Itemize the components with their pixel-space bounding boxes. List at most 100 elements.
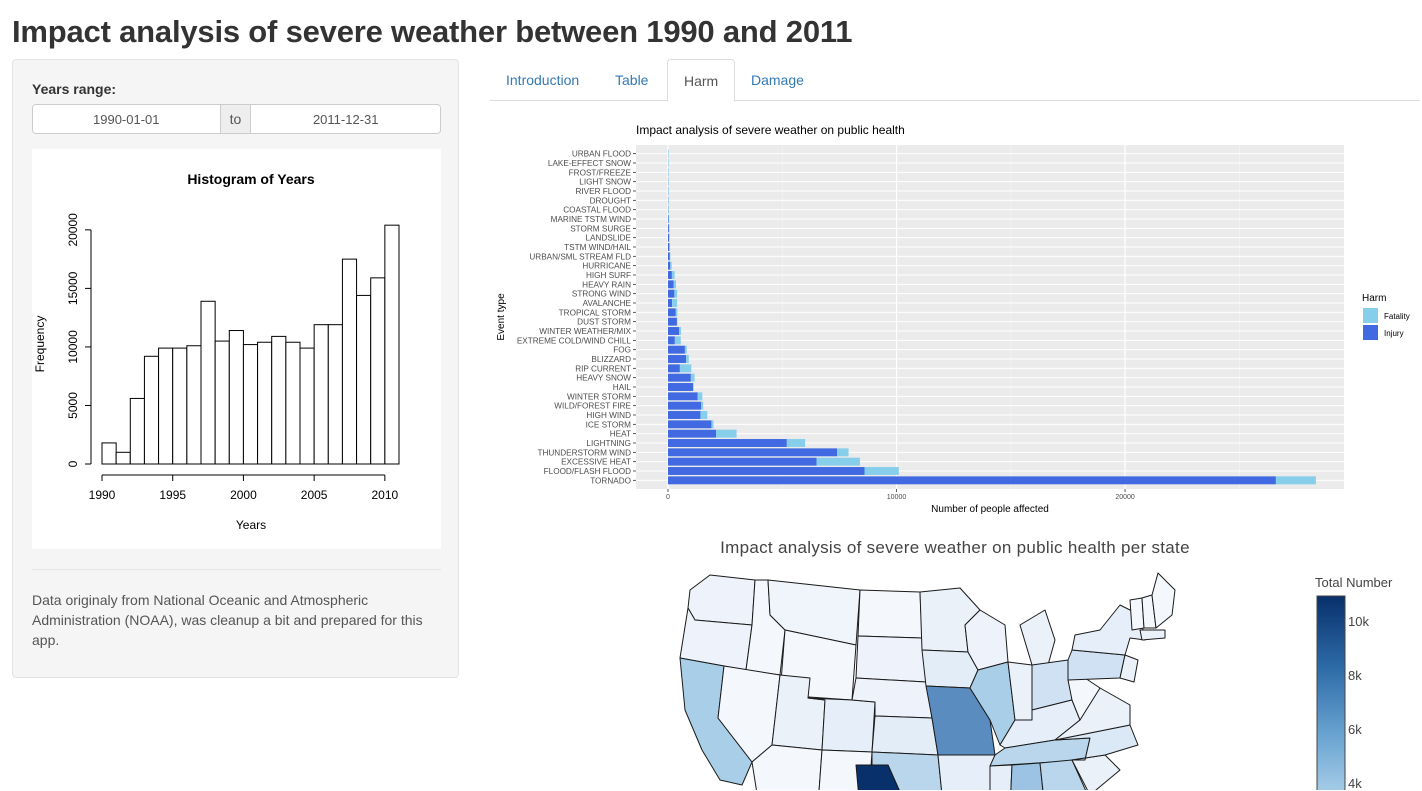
map-state-washington[interactable] [687, 574, 756, 626]
map-state-mississippi[interactable] [989, 764, 1013, 790]
tab-table[interactable]: Table [615, 72, 649, 88]
event-type-label: WINTER STORM [567, 392, 631, 401]
map-state-massachusetts[interactable] [1139, 629, 1166, 641]
map-state-alabama[interactable] [1010, 762, 1045, 790]
bar-injury-avalanche [668, 299, 673, 307]
event-type-label: FOG [613, 346, 631, 355]
histogram-bar-2004 [299, 347, 315, 465]
bar-fatality-extreme-cold-wind-chill [674, 336, 681, 345]
event-type-label: URBAN FLOOD [572, 150, 631, 159]
histogram-bar-1998 [214, 340, 230, 465]
bar-injury-winter-weather-mix [668, 327, 680, 335]
map-state-new-jersey[interactable] [1119, 654, 1139, 683]
map-state-michigan[interactable] [1019, 609, 1056, 666]
bar-fatality-winter-weather-mix [679, 327, 682, 335]
histogram-y-axis: 0 5000 10000 15000 20000 [66, 213, 92, 467]
bar-injury-high-wind [668, 411, 701, 419]
event-type-label: LAKE-EFFECT SNOW [548, 159, 631, 168]
x-tick-label: 2005 [301, 488, 328, 502]
bar-fatality-flood-flash-flood [864, 467, 899, 475]
y-tick-label: 20000 [66, 213, 80, 247]
bar-fatality-urban-flood [668, 149, 669, 158]
event-type-label: WINTER WEATHER/MIX [539, 327, 631, 336]
colorbar-tick-6k: 6k [1348, 722, 1362, 737]
event-type-label: DUST STORM [577, 318, 631, 327]
map-state-georgia[interactable] [1039, 759, 1090, 790]
bar-injury-storm-surge [668, 224, 669, 233]
map-state-arkansas[interactable] [937, 754, 996, 790]
bar-injury-lightning [668, 439, 787, 447]
map-state-south-dakota[interactable] [855, 635, 927, 683]
bar-fatality-high-wind [700, 411, 708, 419]
map-state-north-carolina[interactable] [1054, 724, 1139, 761]
bar-injury-thunderstorm-wind [668, 448, 838, 457]
event-type-label: HIGH SURF [586, 271, 631, 280]
sidebar-panel: Years range: to Histogram of Years199019… [12, 59, 459, 678]
event-type-label: TSTM WIND/HAIL [564, 243, 631, 252]
tab-introduction[interactable]: Introduction [506, 72, 580, 88]
histogram-x-axis: 1990 1995 2000 2005 2010 [89, 474, 399, 502]
event-type-label: HEAVY RAIN [582, 280, 631, 289]
bar-fatality-wild-forest-fire [701, 401, 704, 410]
histogram-bar-1995 [172, 347, 188, 465]
histogram-bar-1992 [129, 397, 145, 465]
event-type-label: LIGHTNING [586, 439, 631, 448]
event-type-label: COASTAL FLOOD [563, 206, 631, 215]
harm-chart-title: Impact analysis of severe weather on pub… [636, 123, 905, 137]
y-tick-label: 0 [66, 460, 80, 467]
event-type-label: AVALANCHE [583, 299, 632, 308]
bar-fatality-rip-current [679, 364, 692, 373]
bar-injury-dust-storm [668, 317, 677, 326]
bar-fatality-tstm-wind-hail [669, 243, 670, 251]
tab-damage[interactable]: Damage [751, 72, 804, 88]
histogram-bar-1999 [228, 330, 244, 465]
bar-injury-extreme-cold-wind-chill [668, 336, 675, 345]
bar-injury-urban-sml-stream-fld [668, 252, 670, 261]
histogram-title: Histogram of Years [187, 171, 315, 187]
bar-fatality-strong-wind [674, 289, 678, 298]
event-type-label: RIP CURRENT [575, 364, 631, 373]
start-date-input[interactable] [33, 105, 220, 133]
event-type-label: HAIL [613, 383, 632, 392]
legend-swatch-fatality [1363, 308, 1378, 323]
bar-injury-ice-storm [668, 420, 712, 429]
date-range-separator: to [219, 105, 252, 133]
end-date-input[interactable] [251, 105, 440, 133]
map-state-texas[interactable] [855, 764, 950, 790]
bar-fatality-heavy-snow [690, 373, 695, 382]
bar-fatality-hurricane [670, 261, 672, 270]
map-state-maine[interactable] [1151, 572, 1176, 629]
event-type-label: THUNDERSTORM WIND [537, 448, 631, 457]
histogram-y-label: Frequency [33, 316, 47, 373]
y-tick-label: 5000 [66, 392, 80, 419]
bar-fatality-excessive-heat [816, 457, 860, 466]
map-state-kansas[interactable] [871, 715, 939, 756]
x-tick-label: 2000 [230, 488, 257, 502]
bar-injury-flood-flash-flood [668, 467, 865, 475]
us-map-svg [679, 572, 1176, 790]
legend-label-fatality: Fatality [1384, 312, 1410, 321]
bar-fatality-landslide [669, 233, 670, 242]
histogram-bar-2006 [327, 324, 343, 465]
map-state-arizona[interactable] [751, 744, 823, 790]
harm-legend: Harm Fatality Injury [1362, 293, 1410, 340]
tab-harm[interactable]: Harm [667, 59, 736, 102]
bar-fatality-tropical-storm [675, 308, 678, 317]
bar-injury-heavy-rain [668, 280, 674, 289]
bar-injury-hurricane [668, 261, 671, 270]
bar-fatality-drought [668, 196, 669, 205]
map-state-north-dakota[interactable] [857, 589, 923, 639]
legend-swatch-injury [1363, 325, 1378, 340]
x-tick-label: 0 [666, 494, 670, 501]
event-type-label: HURRICANE [582, 262, 631, 271]
bar-fatality-heat [715, 429, 737, 438]
bar-fatality-fog [684, 345, 687, 354]
bar-injury-excessive-heat [668, 457, 817, 466]
event-type-label: WILD/FOREST FIRE [554, 402, 631, 411]
bar-fatality-blizzard [686, 355, 689, 363]
harm-y-label: Event type [496, 293, 507, 341]
us-choropleth-map[interactable] [660, 570, 1420, 790]
histogram-bar-2005 [313, 324, 329, 465]
bar-fatality-avalanche [672, 299, 678, 307]
histogram-bar-2008 [356, 294, 372, 465]
